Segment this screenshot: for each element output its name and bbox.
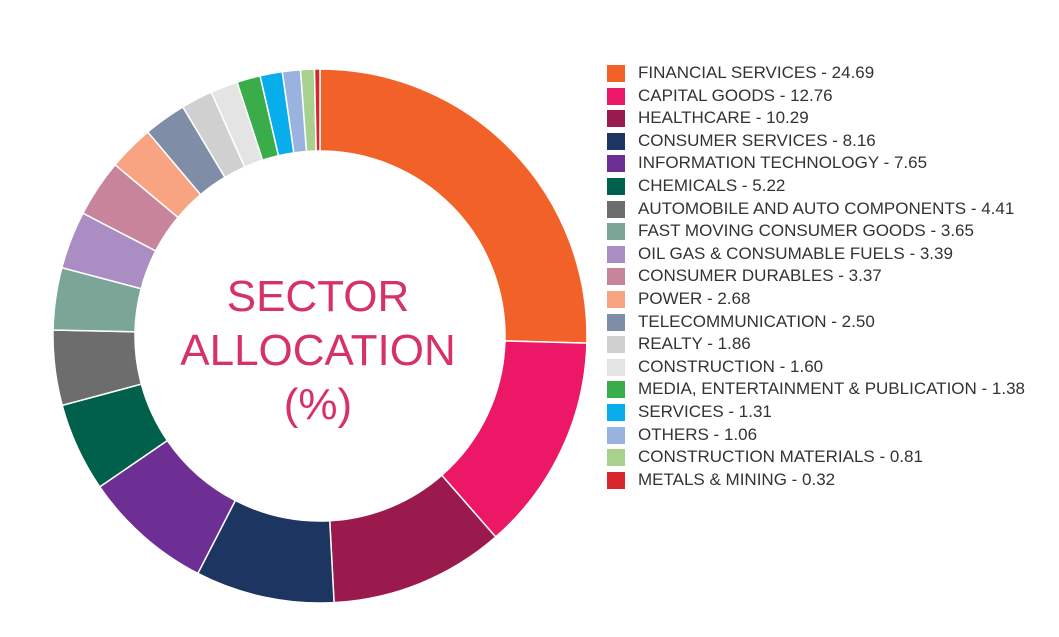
legend-swatch bbox=[607, 110, 625, 128]
legend-label: REALTY - 1.86 bbox=[638, 334, 751, 354]
chart-title: SECTOR ALLOCATION (%) bbox=[168, 270, 468, 432]
legend-swatch bbox=[607, 381, 625, 399]
donut-slice bbox=[319, 68, 588, 344]
legend-swatch bbox=[607, 245, 625, 263]
legend-swatch bbox=[607, 449, 625, 467]
legend-item: CHEMICALS - 5.22 bbox=[607, 175, 1047, 198]
legend-item: HEALTHCARE - 10.29 bbox=[607, 107, 1047, 130]
legend-label: CONSTRUCTION MATERIALS - 0.81 bbox=[638, 447, 923, 467]
legend-swatch bbox=[607, 313, 625, 331]
legend-swatch bbox=[607, 155, 625, 173]
legend-item: REALTY - 1.86 bbox=[607, 333, 1047, 356]
legend-item: CONSTRUCTION - 1.60 bbox=[607, 356, 1047, 379]
legend-label: OTHERS - 1.06 bbox=[638, 424, 758, 444]
legend-swatch bbox=[607, 132, 625, 150]
legend-swatch bbox=[607, 87, 625, 105]
legend-label: CHEMICALS - 5.22 bbox=[638, 175, 786, 195]
legend-item: OTHERS - 1.06 bbox=[607, 424, 1047, 447]
legend-item: OIL GAS & CONSUMABLE FUELS - 3.39 bbox=[607, 243, 1047, 266]
legend-item: SERVICES - 1.31 bbox=[607, 401, 1047, 424]
legend-label: POWER - 2.68 bbox=[638, 288, 751, 308]
legend-swatch bbox=[607, 268, 625, 286]
legend-label: CONSUMER SERVICES - 8.16 bbox=[638, 130, 876, 150]
legend: FINANCIAL SERVICES - 24.69 CAPITAL GOODS … bbox=[607, 62, 1047, 491]
legend-label: AUTOMOBILE AND AUTO COMPONENTS - 4.41 bbox=[638, 198, 1015, 218]
legend-label: MEDIA, ENTERTAINMENT & PUBLICATION - 1.3… bbox=[638, 379, 1025, 399]
legend-swatch bbox=[607, 223, 625, 241]
legend-swatch bbox=[607, 200, 625, 218]
legend-label: FAST MOVING CONSUMER GOODS - 3.65 bbox=[638, 221, 974, 241]
legend-label: TELECOMMUNICATION - 2.50 bbox=[638, 311, 875, 331]
legend-label: OIL GAS & CONSUMABLE FUELS - 3.39 bbox=[638, 243, 953, 263]
legend-label: SERVICES - 1.31 bbox=[638, 401, 772, 421]
legend-label: METALS & MINING - 0.32 bbox=[638, 469, 836, 489]
legend-label: FINANCIAL SERVICES - 24.69 bbox=[638, 63, 875, 82]
legend-label: CONSTRUCTION - 1.60 bbox=[638, 356, 824, 376]
legend-item: FAST MOVING CONSUMER GOODS - 3.65 bbox=[607, 220, 1047, 243]
chart-title-line-3: (%) bbox=[283, 380, 353, 429]
legend-label: HEALTHCARE - 10.29 bbox=[638, 108, 809, 128]
donut-slice bbox=[313, 68, 321, 152]
legend-swatch bbox=[607, 358, 625, 376]
legend-swatch bbox=[607, 426, 625, 444]
legend-swatch bbox=[607, 336, 625, 354]
chart-title-line-2: ALLOCATION bbox=[180, 326, 456, 375]
legend-item: MEDIA, ENTERTAINMENT & PUBLICATION - 1.3… bbox=[607, 378, 1047, 401]
legend-item: METALS & MINING - 0.32 bbox=[607, 469, 1047, 492]
legend-item: INFORMATION TECHNOLOGY - 7.65 bbox=[607, 152, 1047, 175]
legend-label: INFORMATION TECHNOLOGY - 7.65 bbox=[638, 153, 928, 173]
legend-item: POWER - 2.68 bbox=[607, 288, 1047, 311]
chart-title-line-1: SECTOR bbox=[226, 272, 410, 321]
legend-swatch bbox=[607, 290, 625, 308]
legend-item: CONSTRUCTION MATERIALS - 0.81 bbox=[607, 446, 1047, 469]
legend-swatch bbox=[607, 177, 625, 195]
legend-item: FINANCIAL SERVICES - 24.69 bbox=[607, 62, 1047, 85]
donut-slices bbox=[52, 68, 588, 604]
legend-label: CONSUMER DURABLES - 3.37 bbox=[638, 266, 882, 286]
legend-item: CAPITAL GOODS - 12.76 bbox=[607, 85, 1047, 108]
legend-swatch bbox=[607, 403, 625, 421]
legend-swatch bbox=[607, 65, 625, 82]
legend-item: CONSUMER DURABLES - 3.37 bbox=[607, 265, 1047, 288]
legend-swatch bbox=[607, 471, 625, 489]
legend-item: AUTOMOBILE AND AUTO COMPONENTS - 4.41 bbox=[607, 198, 1047, 221]
legend-label: CAPITAL GOODS - 12.76 bbox=[638, 85, 833, 105]
legend-item: CONSUMER SERVICES - 8.16 bbox=[607, 130, 1047, 153]
legend-item: TELECOMMUNICATION - 2.50 bbox=[607, 311, 1047, 334]
